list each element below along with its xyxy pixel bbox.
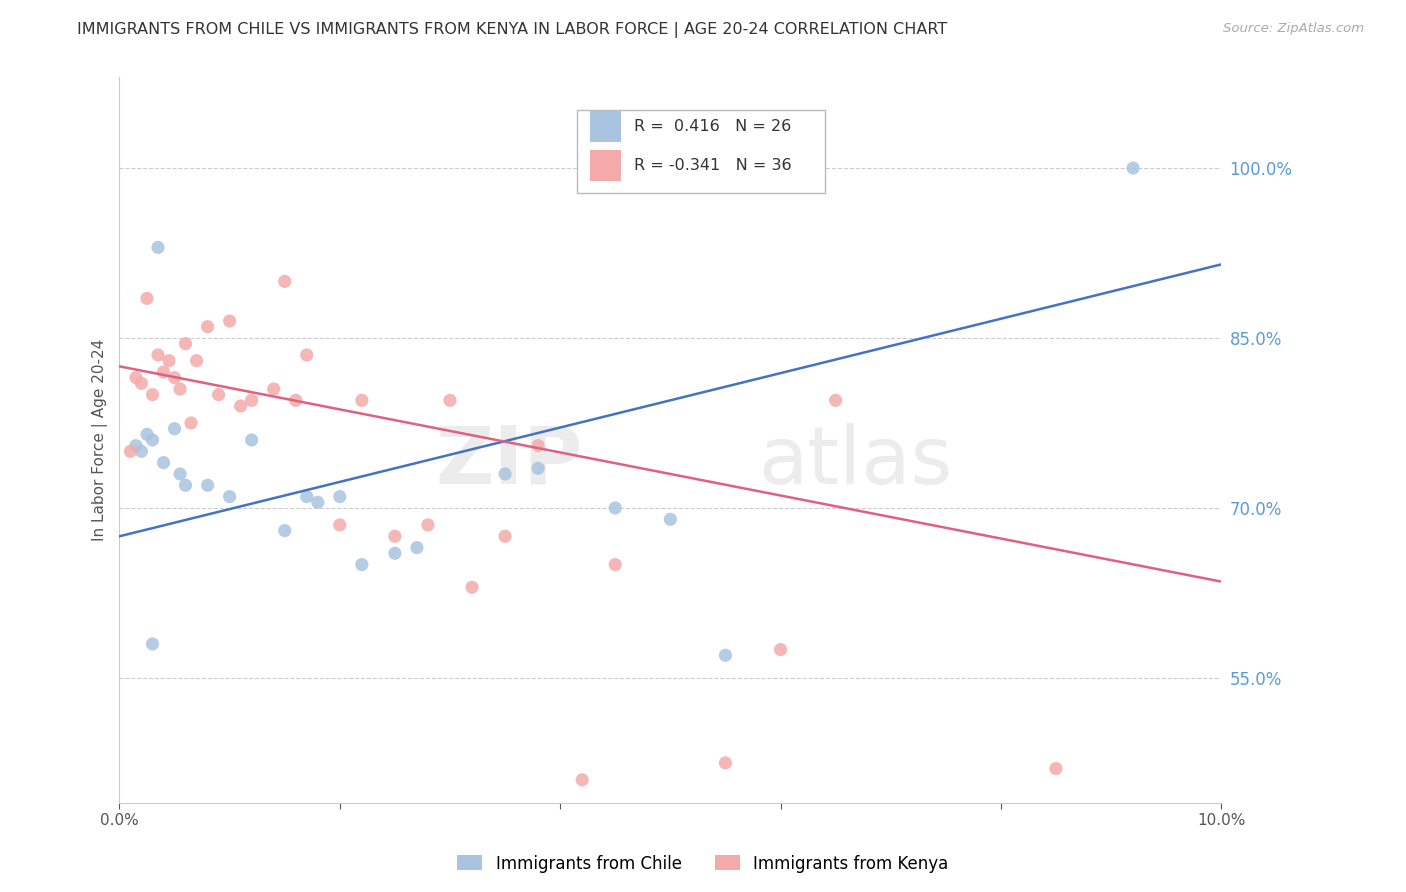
Point bbox=[169, 382, 191, 396]
Point bbox=[295, 348, 318, 362]
Point bbox=[329, 518, 352, 533]
Legend: Immigrants from Chile, Immigrants from Kenya: Immigrants from Chile, Immigrants from K… bbox=[451, 848, 955, 880]
Point bbox=[152, 365, 174, 379]
Point bbox=[207, 387, 229, 401]
Point bbox=[494, 529, 516, 543]
Point bbox=[350, 558, 373, 572]
Point bbox=[197, 319, 219, 334]
Point bbox=[384, 546, 406, 560]
Point bbox=[240, 393, 263, 408]
Point bbox=[131, 444, 153, 458]
Point bbox=[350, 393, 373, 408]
Point bbox=[141, 433, 163, 447]
Point bbox=[273, 274, 295, 288]
Point bbox=[229, 399, 252, 413]
Point bbox=[527, 461, 550, 475]
Text: IMMIGRANTS FROM CHILE VS IMMIGRANTS FROM KENYA IN LABOR FORCE | AGE 20-24 CORREL: IMMIGRANTS FROM CHILE VS IMMIGRANTS FROM… bbox=[77, 22, 948, 38]
Point bbox=[307, 495, 329, 509]
Point bbox=[152, 456, 174, 470]
Point bbox=[571, 772, 593, 787]
Point bbox=[527, 439, 550, 453]
Point bbox=[157, 353, 180, 368]
Point bbox=[384, 529, 406, 543]
Point bbox=[146, 240, 169, 254]
Text: ZIP: ZIP bbox=[434, 423, 582, 500]
Point bbox=[439, 393, 461, 408]
Point bbox=[141, 387, 163, 401]
Point bbox=[174, 478, 197, 492]
Point bbox=[416, 518, 439, 533]
Point bbox=[163, 422, 186, 436]
Text: R = -0.341   N = 36: R = -0.341 N = 36 bbox=[634, 158, 792, 173]
Y-axis label: In Labor Force | Age 20-24: In Labor Force | Age 20-24 bbox=[93, 339, 108, 541]
Point bbox=[714, 648, 737, 663]
Point bbox=[120, 444, 142, 458]
Point bbox=[125, 439, 148, 453]
Point bbox=[406, 541, 429, 555]
Point bbox=[273, 524, 295, 538]
Point bbox=[141, 637, 163, 651]
Point bbox=[180, 416, 202, 430]
Point bbox=[824, 393, 846, 408]
Point bbox=[1122, 161, 1144, 175]
Point bbox=[136, 291, 159, 305]
Text: R =  0.416   N = 26: R = 0.416 N = 26 bbox=[634, 119, 792, 134]
Point bbox=[659, 512, 682, 526]
Point bbox=[263, 382, 285, 396]
Point bbox=[240, 433, 263, 447]
Point bbox=[714, 756, 737, 770]
Point bbox=[146, 348, 169, 362]
Point bbox=[218, 314, 240, 328]
Text: Source: ZipAtlas.com: Source: ZipAtlas.com bbox=[1223, 22, 1364, 36]
Point bbox=[169, 467, 191, 481]
Point bbox=[329, 490, 352, 504]
Point bbox=[295, 490, 318, 504]
Point bbox=[131, 376, 153, 391]
Point bbox=[125, 370, 148, 384]
Point bbox=[136, 427, 159, 442]
Point bbox=[218, 490, 240, 504]
Point bbox=[284, 393, 307, 408]
FancyBboxPatch shape bbox=[576, 110, 824, 194]
Point bbox=[494, 467, 516, 481]
Point bbox=[605, 558, 627, 572]
Point bbox=[769, 642, 792, 657]
Point bbox=[197, 478, 219, 492]
Point bbox=[461, 580, 484, 594]
FancyBboxPatch shape bbox=[591, 151, 621, 181]
Point bbox=[174, 336, 197, 351]
FancyBboxPatch shape bbox=[591, 112, 621, 142]
Point bbox=[186, 353, 208, 368]
Point bbox=[163, 370, 186, 384]
Text: atlas: atlas bbox=[758, 423, 953, 500]
Point bbox=[1045, 762, 1067, 776]
Point bbox=[605, 500, 627, 515]
